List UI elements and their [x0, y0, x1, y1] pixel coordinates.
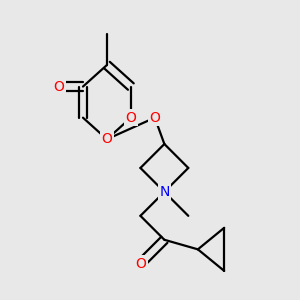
Text: O: O [135, 257, 146, 271]
Text: O: O [101, 132, 112, 146]
Text: O: O [125, 111, 136, 125]
Text: O: O [54, 80, 64, 94]
Text: N: N [159, 185, 170, 199]
Text: O: O [149, 111, 160, 125]
